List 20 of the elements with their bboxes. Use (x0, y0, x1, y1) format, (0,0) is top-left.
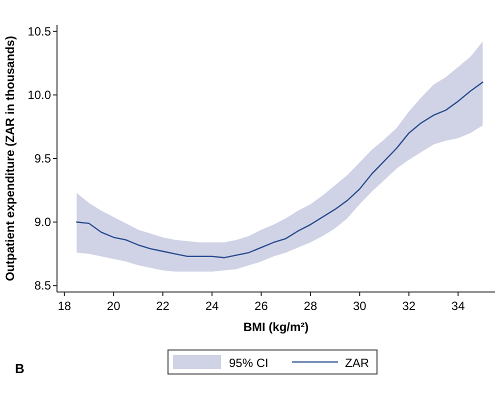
legend-label: ZAR (345, 356, 370, 370)
x-tick-label: 28 (304, 299, 318, 313)
x-axis-title: BMI (kg/m²) (243, 320, 309, 334)
y-tick-label: 10.5 (28, 24, 52, 38)
y-tick-label: 9.5 (34, 152, 52, 166)
x-tick-label: 30 (352, 299, 367, 313)
y-axis-title: Outpatient expenditure (ZAR in thousands) (3, 36, 17, 282)
x-tick-label: 26 (254, 299, 268, 313)
y-tick-label: 8.5 (34, 278, 52, 293)
y-tick-label: 9.0 (34, 215, 52, 230)
x-tick-label: 20 (106, 299, 121, 313)
y-tick-label: 10.0 (28, 88, 52, 102)
x-tick-label: 22 (156, 299, 170, 313)
x-tick-label: 24 (205, 299, 220, 313)
text: 95% CI (229, 356, 268, 370)
line-series (76, 82, 484, 258)
text: B (15, 361, 24, 376)
x-tick-label: 18 (58, 299, 72, 313)
x-tick-label: 32 (402, 299, 416, 313)
x-tick-label: 34 (451, 299, 466, 313)
